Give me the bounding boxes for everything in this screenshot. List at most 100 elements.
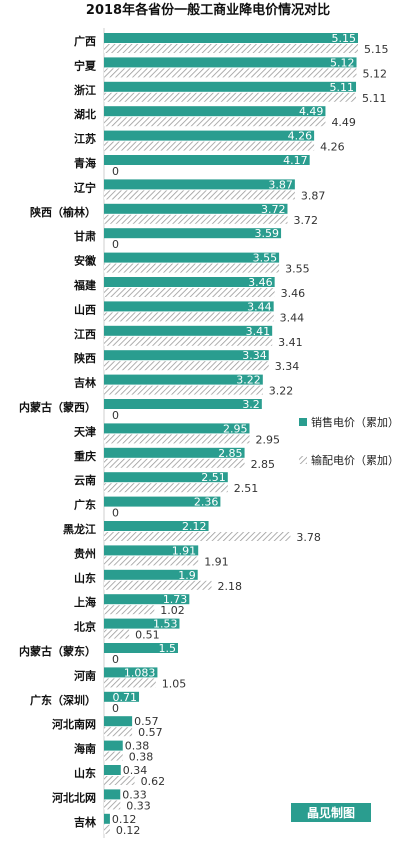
sales-value-label: 1.9 — [178, 569, 196, 582]
sales-bar — [104, 643, 178, 653]
sales-value-label: 3.34 — [242, 349, 267, 362]
sales-bar — [104, 57, 357, 68]
transmission-bar — [104, 605, 155, 615]
sales-bar — [104, 789, 121, 800]
sales-value-label: 2.85 — [218, 447, 243, 460]
transmission-value-label: 3.22 — [269, 385, 294, 398]
category-label: 江西 — [74, 327, 96, 341]
transmission-value-label: 0.51 — [135, 629, 160, 642]
sales-bar — [104, 472, 228, 483]
sales-bar — [104, 81, 357, 92]
transmission-value-label: 0 — [112, 702, 119, 715]
transmission-value-label: 2.95 — [255, 433, 280, 446]
category-label: 辽宁 — [74, 180, 96, 194]
category-label: 内蒙古（蒙西） — [19, 400, 96, 414]
sales-value-label: 1.73 — [163, 593, 188, 606]
category-label: 海南 — [74, 742, 96, 756]
transmission-bar — [104, 727, 133, 737]
category-label: 广东（深圳） — [30, 693, 96, 707]
brand-label: 晶见制图 — [307, 805, 355, 820]
transmission-bar — [104, 92, 357, 102]
sales-value-label: 0.12 — [112, 813, 137, 826]
transmission-value-label: 3.44 — [280, 311, 305, 324]
sales-value-label: 0.38 — [125, 740, 150, 753]
sales-bar — [104, 399, 262, 409]
category-label: 云南 — [74, 473, 96, 487]
transmission-value-label: 5.11 — [362, 92, 387, 105]
transmission-bar — [104, 800, 121, 810]
sales-value-label: 3.46 — [248, 276, 273, 289]
sales-bar — [104, 106, 326, 117]
transmission-value-label: 0.62 — [141, 775, 166, 788]
category-label: 福建 — [73, 278, 97, 292]
sales-bar — [104, 521, 209, 531]
transmission-bar — [104, 117, 326, 127]
transmission-value-label: 0.38 — [129, 751, 154, 764]
transmission-bar — [104, 214, 288, 224]
sales-bar — [104, 447, 245, 458]
transmission-value-label: 0.12 — [116, 824, 141, 837]
category-label: 广西 — [74, 34, 96, 48]
sales-bar — [104, 740, 123, 751]
sales-value-label: 0.71 — [113, 691, 138, 704]
brand-badge: 晶见制图 — [291, 803, 371, 822]
sales-value-label: 3.2 — [242, 398, 260, 411]
transmission-bar — [104, 458, 245, 468]
sales-value-label: 3.41 — [246, 325, 271, 338]
transmission-bar — [104, 824, 110, 834]
sales-bar — [104, 813, 110, 824]
legend-sales-swatch — [299, 418, 307, 426]
transmission-value-label: 0 — [112, 409, 119, 422]
transmission-value-label: 3.55 — [285, 263, 310, 276]
sales-value-label: 3.55 — [253, 252, 278, 265]
sales-bar — [104, 325, 273, 336]
category-label: 青海 — [74, 156, 96, 170]
transmission-bar — [104, 629, 130, 639]
legend-sales-label: 销售电价（累加） — [311, 415, 399, 429]
transmission-value-label: 3.41 — [278, 336, 303, 349]
category-label: 浙江 — [74, 83, 96, 97]
transmission-bar — [104, 361, 269, 371]
category-label: 北京 — [74, 620, 96, 634]
sales-value-label: 1.5 — [158, 642, 176, 655]
sales-value-label: 3.72 — [261, 203, 286, 216]
transmission-value-label: 4.49 — [331, 116, 356, 129]
category-label: 宁夏 — [74, 58, 97, 72]
category-label: 重庆 — [74, 449, 96, 463]
sales-bar — [104, 691, 140, 702]
transmission-value-label: 0 — [112, 238, 119, 251]
sales-bar — [104, 33, 358, 43]
transmission-value-label: 0 — [112, 653, 119, 666]
sales-value-label: 2.51 — [201, 471, 226, 484]
transmission-value-label: 1.02 — [160, 604, 185, 617]
sales-bar — [104, 155, 310, 165]
sales-value-label: 3.87 — [268, 178, 293, 191]
transmission-bar — [104, 532, 291, 541]
sales-value-label: 2.36 — [194, 496, 219, 509]
transmission-bar — [104, 288, 275, 297]
sales-bar — [104, 545, 199, 556]
category-label: 天津 — [74, 424, 96, 438]
sales-value-label: 0.57 — [134, 715, 159, 728]
category-label: 安徽 — [74, 254, 97, 268]
transmission-bar — [104, 312, 274, 322]
transmission-bar — [104, 776, 135, 785]
transmission-value-label: 5.15 — [364, 43, 389, 56]
transmission-value-label: 4.26 — [320, 141, 345, 154]
transmission-value-label: 1.91 — [204, 555, 229, 568]
transmission-value-label: 2.85 — [251, 458, 276, 471]
transmission-value-label: 3.72 — [293, 214, 318, 227]
transmission-bar — [104, 68, 357, 78]
category-label: 贵州 — [74, 546, 96, 560]
sales-value-label: 1.53 — [153, 618, 178, 631]
category-label: 陕西（榆林） — [30, 205, 96, 219]
transmission-bar — [104, 483, 228, 493]
transmission-value-label: 3.87 — [301, 189, 326, 202]
sales-bar — [104, 716, 133, 727]
sales-value-label: 4.26 — [288, 130, 313, 143]
sales-bar — [104, 179, 295, 190]
transmission-bar — [104, 678, 156, 688]
sales-value-label: 1.91 — [172, 544, 197, 557]
sales-value-label: 3.22 — [236, 374, 261, 387]
